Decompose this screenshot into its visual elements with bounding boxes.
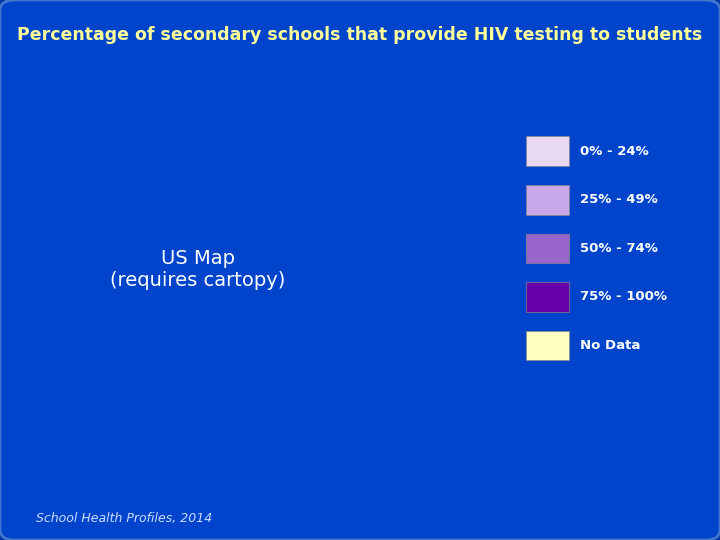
FancyBboxPatch shape xyxy=(526,136,569,166)
FancyBboxPatch shape xyxy=(526,282,569,312)
Text: No Data: No Data xyxy=(580,339,640,352)
FancyBboxPatch shape xyxy=(526,185,569,214)
FancyBboxPatch shape xyxy=(526,330,569,361)
FancyBboxPatch shape xyxy=(526,233,569,263)
Text: 0% - 24%: 0% - 24% xyxy=(580,145,648,158)
Text: 25% - 49%: 25% - 49% xyxy=(580,193,657,206)
Text: 50% - 74%: 50% - 74% xyxy=(580,242,657,255)
Text: 75% - 100%: 75% - 100% xyxy=(580,291,667,303)
Text: Percentage of secondary schools that provide HIV testing to students: Percentage of secondary schools that pro… xyxy=(17,26,703,44)
Text: US Map
(requires cartopy): US Map (requires cartopy) xyxy=(110,249,286,291)
Text: School Health Profiles, 2014: School Health Profiles, 2014 xyxy=(36,512,212,525)
